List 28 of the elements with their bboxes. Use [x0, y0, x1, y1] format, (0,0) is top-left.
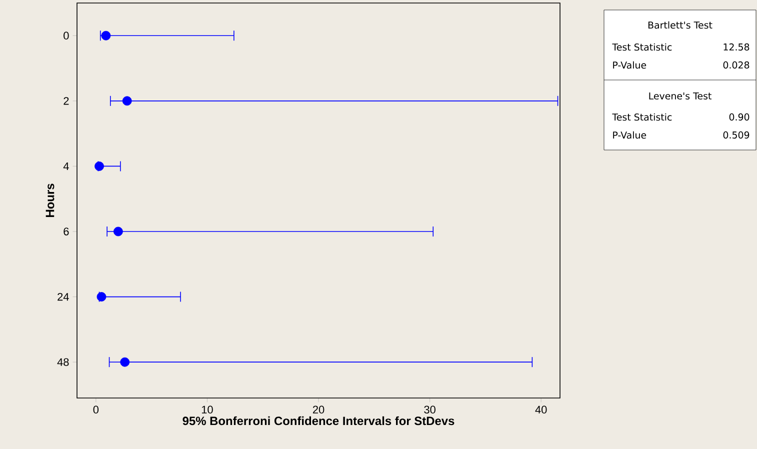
y-tick-label: 0 [64, 32, 69, 40]
text: Test Statistic [612, 113, 672, 121]
text: 0.028 [723, 61, 750, 69]
y-tick-label: 48 [57, 358, 69, 366]
y-tick-label: 2 [64, 97, 69, 105]
text: 0.90 [729, 113, 750, 121]
point [113, 226, 123, 236]
x-tick-label: 30 [424, 406, 436, 414]
x-tick-label: 40 [535, 406, 547, 414]
y-tick-label: 4 [63, 162, 69, 170]
text: Test Statistic [612, 43, 672, 51]
point [120, 357, 130, 367]
y-tick-label: 24 [58, 292, 69, 301]
y-tick-label: 6 [64, 228, 69, 236]
text: Levene's Test [649, 92, 712, 100]
point [96, 292, 106, 302]
x-tick-label: 20 [312, 406, 324, 414]
text: Bartlett's Test [648, 21, 712, 29]
x-tick-label: 10 [202, 406, 213, 414]
text: P-Value [613, 61, 646, 69]
x-axis-title: 95% Bonferroni Confidence Intervals for StDevs [182, 416, 454, 426]
y-axis-title: Hours [46, 184, 54, 217]
point [122, 96, 132, 106]
x-tick-label: 0 [93, 406, 99, 414]
text: 0.509 [723, 131, 750, 139]
point [94, 162, 104, 171]
text: P-Value [613, 131, 646, 139]
text: 12.58 [724, 43, 750, 51]
